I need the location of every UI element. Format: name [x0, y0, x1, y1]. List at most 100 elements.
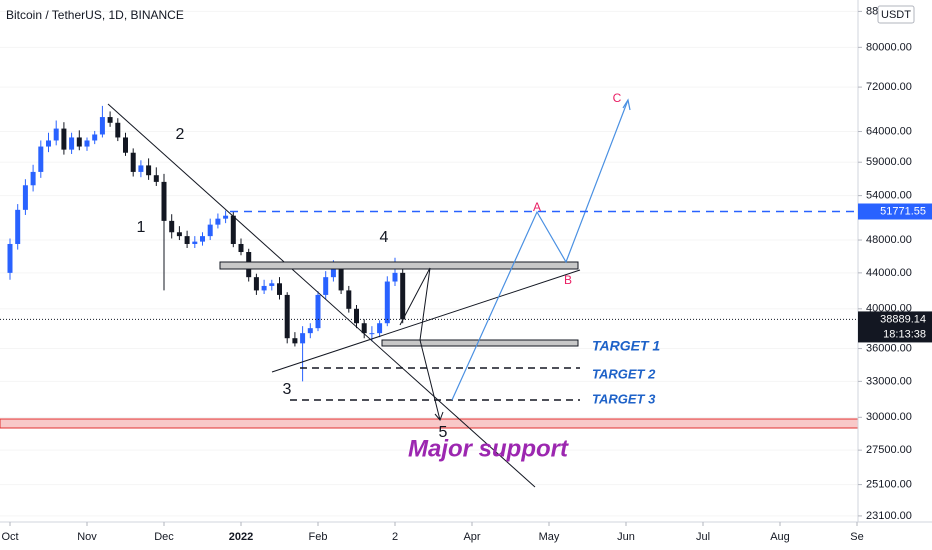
wave-label: 5 [439, 424, 448, 441]
trend-line [107, 103, 536, 488]
drawings [0, 98, 859, 488]
candle-body [107, 117, 113, 123]
candle-body [330, 268, 336, 278]
candle-body [69, 137, 75, 150]
candle-body [292, 338, 298, 344]
candle-body [238, 243, 244, 253]
point-label: B [564, 273, 572, 287]
wave-label: 2 [176, 126, 185, 143]
candle-body [400, 272, 406, 320]
candle-body [200, 236, 205, 242]
projection-path [451, 99, 629, 401]
candle-body [176, 232, 182, 237]
candle-body [61, 128, 67, 150]
candle-body [22, 185, 28, 210]
chart-title: Bitcoin / TetherUS, 1D, BINANCE [6, 8, 184, 22]
price-tag-label: 38889.14 [880, 313, 926, 325]
candle-body [307, 328, 313, 334]
candle-body [269, 283, 275, 286]
arrow-head [434, 411, 444, 421]
candle-body [361, 323, 367, 334]
candle-body [76, 137, 82, 147]
x-tick-label: 2022 [229, 531, 253, 543]
candle-body [223, 215, 229, 219]
candle-body [161, 181, 167, 221]
x-tick-label: Nov [77, 531, 97, 543]
target-label: TARGET 2 [592, 366, 656, 381]
x-tick-label: Apr [463, 531, 480, 543]
candle-body [253, 277, 259, 291]
currency-badge [877, 5, 915, 24]
wave-label: 4 [380, 229, 389, 246]
y-tick-label: 48000.00 [866, 234, 912, 246]
candle-body [53, 128, 59, 141]
x-tick-label: May [539, 531, 560, 543]
candle-body [284, 294, 290, 339]
candle-body [92, 134, 98, 141]
candle-body [46, 140, 51, 147]
candle-body [315, 294, 321, 329]
candle-body [115, 122, 121, 138]
y-tick-label: 30000.00 [866, 411, 912, 423]
x-tick-label: Feb [309, 531, 328, 543]
candle-body [384, 281, 390, 324]
candle-body [323, 277, 329, 295]
x-tick-label: Aug [770, 531, 790, 543]
trend-line [271, 269, 581, 373]
price-tag [858, 203, 932, 220]
x-tick-label: Se [850, 531, 863, 543]
y-tick-label: 44000.00 [866, 267, 912, 279]
target-label: TARGET 1 [592, 338, 660, 354]
candle-body [300, 333, 306, 344]
candle-body [192, 241, 198, 244]
wave-label: 3 [283, 381, 292, 398]
x-tick-label: 2 [392, 531, 398, 543]
candle-body [153, 175, 159, 182]
candle-body [30, 171, 36, 186]
y-tick-label: 23100.00 [866, 510, 912, 522]
resistance-box [219, 261, 579, 270]
candle-body [261, 285, 267, 291]
support-zone [0, 418, 859, 429]
y-tick-label: 27500.00 [866, 444, 912, 456]
y-tick-label: 33000.00 [866, 375, 912, 387]
x-tick-label: Jun [617, 531, 635, 543]
candle-body [130, 152, 136, 172]
candle-body [99, 117, 105, 135]
plot-area [0, 10, 858, 517]
countdown-label: 18:13:38 [883, 328, 926, 340]
projection-path [399, 267, 441, 421]
point-label: A [533, 200, 541, 214]
candle-body [338, 268, 344, 291]
candle-body [346, 290, 352, 309]
target-box [381, 339, 579, 347]
y-tick-label: 54000.00 [866, 190, 912, 202]
candle-body [369, 333, 375, 335]
price-tag [858, 311, 932, 343]
support-label: Major support [408, 435, 569, 462]
candle-body [184, 236, 190, 244]
candle-body [38, 146, 44, 172]
candle-body [354, 308, 359, 324]
price-tag-label: 51771.55 [880, 205, 926, 217]
candle-body [207, 224, 213, 237]
y-tick-label: 36000.00 [866, 342, 912, 354]
point-label: C [613, 91, 622, 105]
candle-body [230, 215, 236, 244]
axis-labels: 88000.0080000.0072000.0064000.0059000.00… [1, 5, 911, 543]
candle-body [84, 140, 90, 147]
y-tick-label: 80000.00 [866, 41, 912, 53]
y-tick-label: 72000.00 [866, 81, 912, 93]
candle-body [15, 209, 21, 244]
candle-body [392, 272, 398, 282]
candle-body [377, 323, 383, 334]
candle-body [146, 165, 152, 176]
candle-body [138, 165, 144, 172]
arrow-head [622, 98, 631, 111]
y-tick-label: 25100.00 [866, 478, 912, 490]
target-label: TARGET 3 [592, 391, 656, 406]
candle-body [277, 283, 282, 295]
candle-body [215, 218, 221, 225]
